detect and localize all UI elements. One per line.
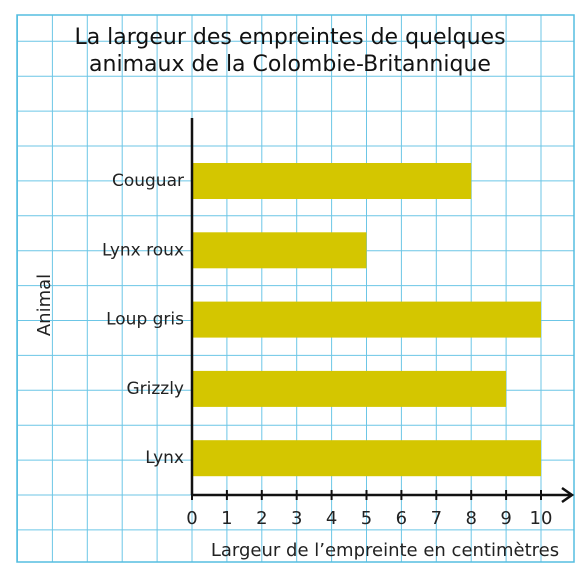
x-axis-arrow xyxy=(561,486,575,504)
x-tick-label: 3 xyxy=(291,508,302,529)
y-tick-label: Lynx xyxy=(145,448,184,468)
bar xyxy=(192,163,472,199)
y-axis-label: Animal xyxy=(34,274,55,336)
x-tick-label: 9 xyxy=(500,508,511,529)
x-tick-label: 1 xyxy=(221,508,232,529)
x-tick-label: 6 xyxy=(396,508,407,529)
chart-title: La largeur des empreintes de quelques an… xyxy=(74,25,506,77)
bar xyxy=(192,440,541,477)
frame xyxy=(16,14,575,563)
x-tick-label: 7 xyxy=(431,508,442,529)
y-tick-label: Loup gris xyxy=(106,310,184,330)
x-tick-label: 8 xyxy=(465,508,476,529)
y-tick-label: Couguar xyxy=(112,171,184,191)
bar xyxy=(192,232,367,269)
bar xyxy=(192,301,541,338)
x-tick-label: 5 xyxy=(361,508,372,529)
x-tick-label: 10 xyxy=(530,508,553,529)
y-tick-label: Lynx roux xyxy=(102,240,184,260)
x-tick-label: 0 xyxy=(186,508,197,529)
bar xyxy=(192,370,507,407)
y-tick-label: Grizzly xyxy=(126,379,184,399)
x-tick-label: 2 xyxy=(256,508,267,529)
x-axis-label: Largeur de l’empreinte en centimètres xyxy=(211,540,559,561)
x-tick-label: 4 xyxy=(326,508,337,529)
graph-paper xyxy=(17,15,574,562)
